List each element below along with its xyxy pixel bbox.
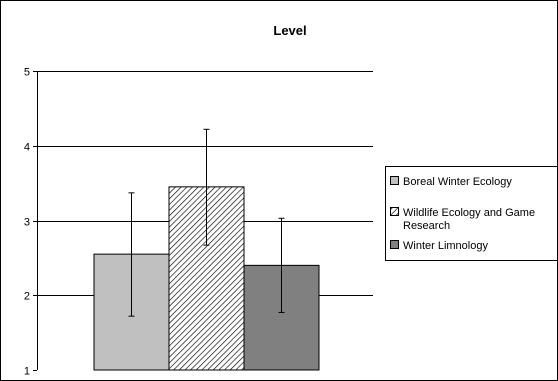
y-tick-label: 4 — [24, 142, 30, 154]
legend-swatch — [390, 240, 399, 249]
chart-title: Level — [273, 23, 306, 38]
y-tick-label: 3 — [24, 217, 30, 229]
legend-box — [385, 166, 558, 261]
y-tick-label: 2 — [24, 291, 30, 303]
legend-label-line2: Research — [403, 220, 450, 232]
y-tick-label: 1 — [24, 366, 30, 378]
legend: Boreal Winter Ecology Wildlife Ecology an… — [385, 166, 558, 261]
legend-label: Boreal Winter Ecology — [403, 176, 512, 188]
legend-swatch — [390, 176, 399, 185]
error-bars — [128, 128, 285, 317]
y-axis: 1 2 3 4 5 — [24, 67, 38, 378]
legend-swatch — [390, 207, 399, 216]
legend-label: Wildlife Ecology and Game — [403, 207, 535, 219]
legend-label: Winter Limnology — [403, 240, 488, 252]
y-tick-label: 5 — [24, 67, 30, 79]
